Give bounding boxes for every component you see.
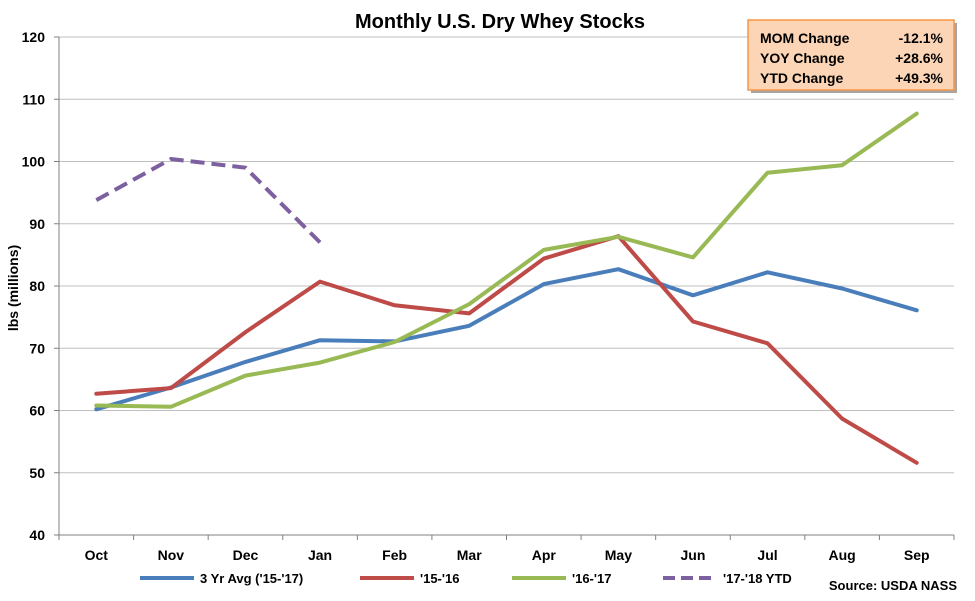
y-tick-label: 50 — [29, 465, 45, 481]
x-tick-label: Nov — [158, 547, 185, 563]
gridlines — [59, 36, 954, 474]
axes — [54, 36, 955, 540]
x-tick-label: May — [605, 547, 632, 563]
stats-value: +28.6% — [895, 50, 943, 66]
x-tick-label: Apr — [532, 547, 557, 563]
series-line-0 — [94, 267, 919, 412]
y-tick-label: 40 — [29, 527, 45, 543]
series-line-3 — [95, 157, 322, 244]
series-line-1 — [94, 234, 919, 465]
stats-label: YTD Change — [760, 70, 843, 86]
legend-label: '16-'17 — [572, 571, 611, 586]
legend-label: 3 Yr Avg ('15-'17) — [200, 571, 303, 586]
y-tick-label: 60 — [29, 403, 45, 419]
stats-value: -12.1% — [899, 30, 944, 46]
y-tick-labels: 40 50 60 70 80 90 100 110 120 — [22, 29, 46, 543]
x-tick-label: Feb — [382, 547, 407, 563]
legend-label: '15-'16 — [420, 571, 459, 586]
x-tick-label: Dec — [233, 547, 259, 563]
legend-label: '17-'18 YTD — [723, 571, 792, 586]
chart-title: Monthly U.S. Dry Whey Stocks — [355, 11, 645, 33]
x-tick-label: Jun — [681, 547, 706, 563]
x-tick-label: Mar — [457, 547, 482, 563]
stats-label: YOY Change — [760, 50, 845, 66]
source-note: Source: USDA NASS — [829, 578, 957, 593]
series-line-2 — [94, 111, 919, 409]
y-tick-label: 100 — [22, 154, 46, 170]
stats-label: MOM Change — [760, 30, 850, 46]
stats-box: MOM Change -12.1% YOY Change +28.6% YTD Chan… — [747, 19, 957, 93]
y-tick-label: 120 — [22, 29, 46, 45]
y-tick-label: 110 — [22, 91, 45, 107]
y-tick-label: 90 — [29, 216, 45, 232]
x-tick-labels: Oct Nov Dec Jan Feb Mar Apr May Jun Jul Aug Sep — [85, 547, 930, 563]
stats-box-background — [747, 19, 955, 91]
x-tick-label: Jan — [308, 547, 332, 563]
x-tick-label: Sep — [904, 547, 930, 563]
y-tick-label: 80 — [29, 278, 45, 294]
series-lines — [94, 111, 919, 465]
x-tick-label: Jul — [757, 547, 777, 563]
y-tick-label: 70 — [29, 340, 45, 356]
legend: 3 Yr Avg ('15-'17) '15-'16 '16-'17 '17-'18 … — [140, 571, 792, 586]
x-tick-label: Aug — [829, 547, 856, 563]
stats-value: +49.3% — [895, 70, 943, 86]
x-tick-label: Oct — [85, 547, 109, 563]
y-axis-label: lbs (millions) — [5, 245, 21, 331]
